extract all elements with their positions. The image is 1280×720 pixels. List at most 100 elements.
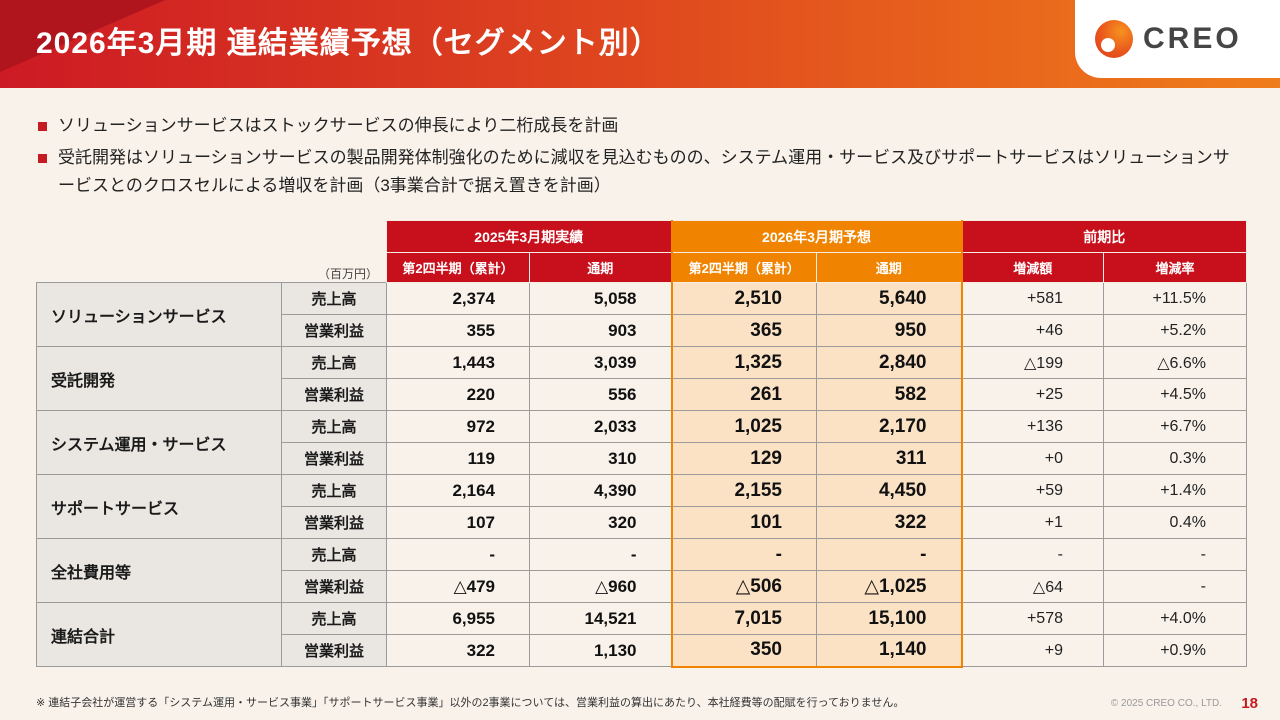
footnote: ※ 連結子会社が運営する「システム運用・サービス事業」「サポートサービス事業」以… xyxy=(36,697,905,709)
value-cell: △6.6% xyxy=(1103,346,1247,380)
value-cell: - xyxy=(529,538,672,572)
value-cell: 365 xyxy=(670,314,817,348)
value-cell: 1,443 xyxy=(386,346,530,380)
subheader-diff: 増減額 xyxy=(961,252,1104,284)
value-cell: 2,170 xyxy=(816,410,963,444)
value-cell: 5,640 xyxy=(816,282,963,316)
value-cell: 972 xyxy=(386,410,530,444)
summary-bullets: ソリューションサービスはストックサービスの伸長により二桁成長を計画 受託開発はソ… xyxy=(36,112,1244,200)
row-label: 営業利益 xyxy=(281,378,387,412)
value-cell: 4,450 xyxy=(816,474,963,508)
value-cell: 2,840 xyxy=(816,346,963,380)
value-cell: +4.0% xyxy=(1103,602,1247,636)
table-row: 営業利益 220 556 261 582 +25 +4.5% xyxy=(37,378,1247,412)
creo-logo-icon xyxy=(1095,20,1133,58)
copyright-text: © 2025 CREO CO., LTD. xyxy=(1110,698,1222,709)
value-cell: +1 xyxy=(961,506,1104,540)
bullet-item: 受託開発はソリューションサービスの製品開発体制強化のために減収を見込むものの、シ… xyxy=(36,144,1244,200)
col-group-yoy: 前期比 xyxy=(961,220,1247,254)
value-cell: 101 xyxy=(670,506,817,540)
bullet-square-icon xyxy=(38,122,47,131)
col-group-2026-forecast: 2026年3月期予想 xyxy=(670,220,963,254)
value-cell: +1.4% xyxy=(1103,474,1247,508)
col-group-2025-actual: 2025年3月期実績 xyxy=(386,220,672,254)
row-label: 売上高 xyxy=(281,346,387,380)
value-cell: 311 xyxy=(816,442,963,476)
value-cell: 903 xyxy=(529,314,672,348)
bullet-square-icon xyxy=(38,154,47,164)
table-row: 全社費用等 売上高 - - - - - - xyxy=(36,538,1247,604)
value-cell: 6,955 xyxy=(386,602,530,636)
value-cell: 0.4% xyxy=(1103,506,1247,540)
row-label: 売上高 xyxy=(281,282,387,316)
row-label: 営業利益 xyxy=(281,634,387,668)
subheader-q2-2025: 第2四半期（累計） xyxy=(386,252,530,284)
table-row: ソリューションサービス 売上高 2,374 5,058 2,510 5,640 … xyxy=(36,282,1247,348)
subheader-fy-2025: 通期 xyxy=(529,252,672,284)
subheader-rate: 増減率 xyxy=(1103,252,1247,284)
bullet-text: ソリューションサービスはストックサービスの伸長により二桁成長を計画 xyxy=(58,116,619,135)
value-cell: 582 xyxy=(816,378,963,412)
value-cell: 320 xyxy=(529,506,672,540)
row-label: 売上高 xyxy=(281,602,387,636)
header-spacer xyxy=(37,221,387,253)
value-cell: △64 xyxy=(961,570,1104,604)
row-label: 売上高 xyxy=(281,474,387,508)
header-bar: 2026年3月期 連結業績予想（セグメント別） CREO xyxy=(0,0,1280,88)
value-cell: 107 xyxy=(386,506,530,540)
value-cell: +0.9% xyxy=(1103,634,1247,668)
value-cell: 2,510 xyxy=(670,282,817,316)
value-cell: +136 xyxy=(961,410,1104,444)
value-cell: +0 xyxy=(961,442,1104,476)
bullet-item: ソリューションサービスはストックサービスの伸長により二桁成長を計画 xyxy=(36,112,1244,140)
value-cell: △1,025 xyxy=(816,570,963,604)
value-cell: 3,039 xyxy=(529,346,672,380)
row-label: 営業利益 xyxy=(281,506,387,540)
value-cell: 261 xyxy=(670,378,817,412)
table-row: 営業利益 322 1,130 350 1,140 +9 +0.9% xyxy=(37,634,1247,668)
bullet-text: 受託開発はソリューションサービスの製品開発体制強化のために減収を見込むものの、シ… xyxy=(58,148,1230,196)
value-cell: - xyxy=(386,538,530,572)
value-cell: 2,374 xyxy=(386,282,530,316)
value-cell: 129 xyxy=(670,442,817,476)
value-cell: 220 xyxy=(386,378,530,412)
value-cell: +9 xyxy=(961,634,1104,668)
segment-name: ソリューションサービス xyxy=(36,282,282,348)
row-label: 営業利益 xyxy=(281,570,387,604)
row-label: 営業利益 xyxy=(281,314,387,348)
value-cell: 7,015 xyxy=(670,602,817,636)
value-cell: 2,155 xyxy=(670,474,817,508)
value-cell: 5,058 xyxy=(529,282,672,316)
value-cell: +4.5% xyxy=(1103,378,1247,412)
value-cell: △479 xyxy=(386,570,530,604)
value-cell: 2,033 xyxy=(529,410,672,444)
value-cell: 15,100 xyxy=(816,602,963,636)
value-cell: +578 xyxy=(961,602,1104,636)
value-cell: - xyxy=(961,538,1104,572)
table-row: 営業利益 107 320 101 322 +1 0.4% xyxy=(37,506,1247,540)
segment-name: システム運用・サービス xyxy=(36,410,282,476)
value-cell: 4,390 xyxy=(529,474,672,508)
value-cell: 350 xyxy=(670,634,817,668)
value-cell: +59 xyxy=(961,474,1104,508)
table-row: システム運用・サービス 売上高 972 2,033 1,025 2,170 +1… xyxy=(36,410,1247,476)
value-cell: - xyxy=(1103,538,1247,572)
value-cell: 1,140 xyxy=(816,634,963,668)
value-cell: - xyxy=(816,538,963,572)
row-label: 売上高 xyxy=(281,538,387,572)
value-cell: 1,025 xyxy=(670,410,817,444)
logo-panel: CREO xyxy=(1075,0,1280,78)
value-cell: △199 xyxy=(961,346,1104,380)
value-cell: +46 xyxy=(961,314,1104,348)
value-cell: +6.7% xyxy=(1103,410,1247,444)
table-row: 営業利益 119 310 129 311 +0 0.3% xyxy=(37,442,1247,476)
value-cell: 322 xyxy=(816,506,963,540)
value-cell: 119 xyxy=(386,442,530,476)
value-cell: +581 xyxy=(961,282,1104,316)
page-number: 18 xyxy=(1241,695,1258,712)
value-cell: 310 xyxy=(529,442,672,476)
subheader-fy-2026: 通期 xyxy=(816,252,963,284)
value-cell: +25 xyxy=(961,378,1104,412)
row-label: 売上高 xyxy=(281,410,387,444)
table-row: 営業利益 △479 △960 △506 △1,025 △64 - xyxy=(37,570,1247,604)
